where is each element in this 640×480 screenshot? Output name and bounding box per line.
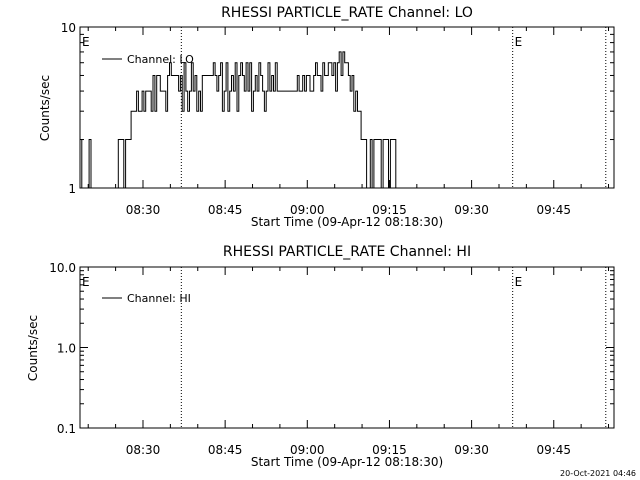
x-tick-label: 08:45 (208, 443, 243, 457)
x-axis: 08:30 08:45 09:00 09:15 09:30 09:45 (87, 267, 610, 457)
x-tick-label: 09:00 (290, 203, 325, 217)
legend: Channel: LO (102, 53, 194, 66)
x-tick-label: 09:45 (536, 443, 571, 457)
panel-lo: RHESSI PARTICLE_RATE Channel: LO 08:30 08… (38, 5, 615, 229)
panel-hi: RHESSI PARTICLE_RATE Channel: HI 08:30 08… (26, 244, 615, 469)
y-axis: 0.1 1.0 10.0 (49, 261, 614, 436)
x-tick-label: 08:30 (126, 203, 161, 217)
x-axis-label: Start Time (09-Apr-12 08:18:30) (251, 455, 443, 469)
legend: Channel: HI (102, 292, 191, 305)
event-marker-label: E (82, 35, 90, 49)
x-tick-label: 09:30 (454, 443, 489, 457)
series-layer (80, 51, 400, 189)
chart-title: RHESSI PARTICLE_RATE Channel: LO (221, 5, 473, 21)
event-marker-label: E (515, 35, 523, 49)
x-tick-label: 09:30 (454, 203, 489, 217)
x-tick-label: 09:00 (290, 443, 325, 457)
y-tick-label: 10.0 (49, 261, 76, 275)
y-tick-label: 1.0 (57, 342, 76, 356)
y-tick-label: 1 (68, 182, 76, 196)
x-tick-label: 08:45 (208, 203, 243, 217)
x-tick-label: 09:15 (372, 443, 407, 457)
y-axis-label: Counts/sec (38, 75, 52, 141)
x-tick-label: 09:15 (372, 203, 407, 217)
y-axis-label: Counts/sec (26, 315, 40, 381)
legend-label: Channel: LO (127, 53, 194, 66)
event-marker-label: E (515, 275, 523, 289)
reference-lines (180, 27, 607, 188)
chart-title: RHESSI PARTICLE_RATE Channel: HI (223, 244, 471, 260)
y-tick-label: 10 (61, 21, 76, 35)
x-tick-label: 09:45 (536, 203, 571, 217)
legend-label: Channel: HI (127, 292, 191, 305)
x-axis: 08:30 08:45 09:00 09:15 09:30 09:45 (87, 27, 610, 217)
x-axis-label: Start Time (09-Apr-12 08:18:30) (251, 215, 443, 229)
reference-lines (180, 267, 607, 428)
plot-frame (79, 26, 615, 189)
event-marker-label: E (82, 275, 90, 289)
generated-timestamp: 20-Oct-2021 04:46 (560, 469, 636, 478)
series-line-channel-lo (80, 51, 400, 189)
y-tick-label: 0.1 (57, 422, 76, 436)
x-tick-label: 08:30 (126, 443, 161, 457)
